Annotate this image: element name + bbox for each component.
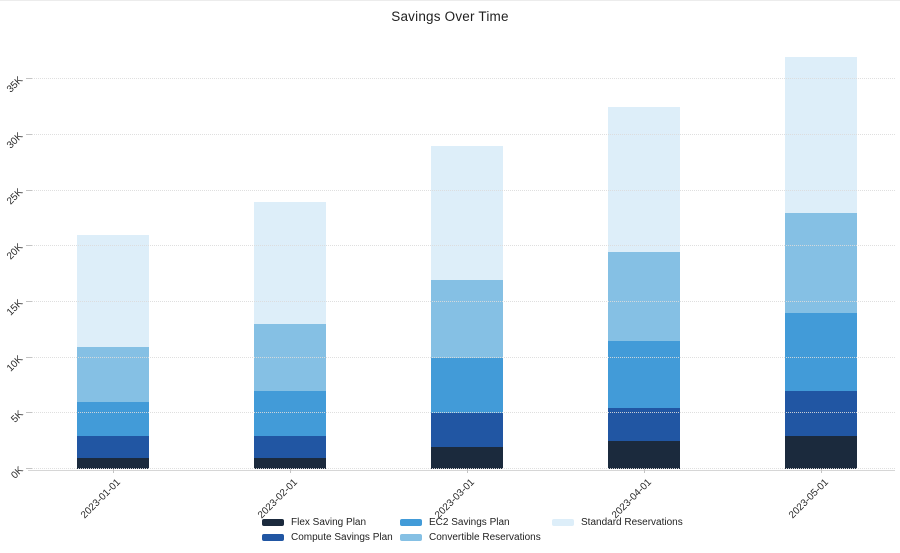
y-axis-tick-label: 25K [5, 186, 26, 207]
bar-segment-flex-saving-plan[interactable] [608, 441, 680, 469]
plot-area: 0K 5K 10K 15K 20K 25K 30K 35K 2023-01-01 2023-02-… [5, 39, 895, 521]
bar-segment-convertible-reservations[interactable] [77, 346, 149, 403]
bar-segment-flex-saving-plan[interactable] [77, 457, 149, 469]
legend-swatch-icon [262, 533, 284, 541]
legend-label: Compute Savings Plan [291, 531, 393, 543]
x-axis-tick-label: 2023-01-01 [78, 477, 123, 521]
y-axis-tick-label: 10K [5, 353, 26, 374]
gridline [32, 356, 895, 358]
y-tick-mark [26, 189, 32, 191]
chart-title: Savings Over Time [391, 9, 509, 24]
y-axis-tick-label: 15K [5, 297, 26, 319]
y-tick-mark [26, 300, 32, 302]
bar-segment-convertible-reservations[interactable] [254, 324, 326, 392]
bar-segment-standard-reservations[interactable] [254, 201, 326, 325]
y-axis-tick-label: 20K [5, 241, 26, 263]
y-axis-tick-label: 35K [5, 74, 26, 96]
gridline [32, 300, 895, 302]
x-tick-mark [644, 469, 645, 473]
legend-item-flex-saving-plan[interactable]: Flex Saving Plan [262, 515, 400, 529]
bar-segment-ec2-savings-plan[interactable] [785, 313, 857, 392]
bar-segment-compute-savings-plan[interactable] [785, 391, 857, 436]
bar-segment-compute-savings-plan[interactable] [77, 435, 149, 458]
bar-stack[interactable] [77, 235, 149, 469]
legend-swatch-icon [400, 533, 422, 541]
bar-segment-convertible-reservations[interactable] [431, 279, 503, 358]
bar-stack[interactable] [431, 146, 503, 469]
legend-swatch-icon [262, 518, 284, 526]
gridline [32, 412, 895, 414]
bar-segment-standard-reservations[interactable] [608, 107, 680, 252]
bar-segment-ec2-savings-plan[interactable] [254, 391, 326, 436]
bar-segment-ec2-savings-plan[interactable] [77, 402, 149, 436]
bar-segment-standard-reservations[interactable] [77, 235, 149, 347]
y-axis-tick-label: 5K [9, 409, 26, 426]
legend-label: Standard Reservations [581, 516, 683, 528]
legend-item-ec2-savings-plan[interactable]: EC2 Savings Plan [400, 515, 552, 529]
legend-label: EC2 Savings Plan [429, 516, 510, 528]
bar-segment-compute-savings-plan[interactable] [254, 435, 326, 458]
y-axis-tick-label: 30K [5, 130, 26, 151]
x-tick-mark [113, 469, 114, 473]
y-tick-mark [26, 78, 32, 80]
y-tick-mark [26, 245, 32, 247]
x-tick-mark [467, 469, 468, 473]
y-tick-mark [26, 412, 32, 414]
y-tick-mark [26, 356, 32, 358]
bar-stack[interactable] [785, 56, 857, 469]
gridline [32, 245, 895, 247]
bar-segment-compute-savings-plan[interactable] [608, 407, 680, 442]
gridline [32, 133, 895, 135]
gridline [32, 468, 895, 469]
y-tick-mark [26, 468, 32, 469]
bar-stack[interactable] [608, 107, 680, 469]
x-tick-mark [290, 469, 291, 473]
legend-item-standard-reservations[interactable]: Standard Reservations [552, 515, 683, 529]
bar-segment-flex-saving-plan[interactable] [785, 435, 857, 469]
bar-segment-ec2-savings-plan[interactable] [608, 340, 680, 408]
bar-segment-flex-saving-plan[interactable] [254, 457, 326, 469]
y-tick-mark [26, 133, 32, 135]
legend-swatch-icon [400, 518, 422, 526]
legend: Flex Saving Plan Compute Savings Plan EC… [262, 515, 683, 544]
x-axis-tick-label: 2023-05-01 [786, 477, 831, 521]
bar-stack[interactable] [254, 201, 326, 469]
bar-segment-standard-reservations[interactable] [785, 56, 857, 213]
bar-segment-ec2-savings-plan[interactable] [431, 357, 503, 414]
bar-segment-convertible-reservations[interactable] [608, 251, 680, 341]
x-tick-mark [821, 469, 822, 473]
bar-segment-flex-saving-plan[interactable] [431, 446, 503, 469]
legend-item-compute-savings-plan[interactable]: Compute Savings Plan [262, 530, 400, 544]
y-axis-tick-label: 0K [9, 464, 26, 482]
legend-label: Convertible Reservations [429, 531, 541, 543]
gridline [32, 189, 895, 191]
bar-segment-compute-savings-plan[interactable] [431, 413, 503, 447]
legend-label: Flex Saving Plan [291, 516, 367, 528]
bar-segment-standard-reservations[interactable] [431, 146, 503, 280]
legend-item-convertible-reservations[interactable]: Convertible Reservations [400, 530, 552, 544]
legend-swatch-icon [552, 518, 574, 526]
gridline [32, 78, 895, 80]
bar-segment-convertible-reservations[interactable] [785, 212, 857, 314]
x-axis-line [28, 470, 895, 471]
